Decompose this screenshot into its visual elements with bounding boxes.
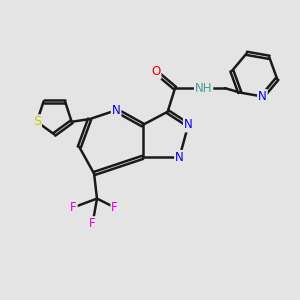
Text: O: O xyxy=(151,65,160,79)
Text: F: F xyxy=(89,217,96,230)
Text: N: N xyxy=(112,104,121,117)
Text: N: N xyxy=(184,118,193,131)
Text: NH: NH xyxy=(195,82,212,95)
Text: F: F xyxy=(70,201,77,214)
Text: N: N xyxy=(258,90,267,103)
Text: F: F xyxy=(111,201,118,214)
Text: N: N xyxy=(175,151,184,164)
Text: S: S xyxy=(33,115,41,128)
